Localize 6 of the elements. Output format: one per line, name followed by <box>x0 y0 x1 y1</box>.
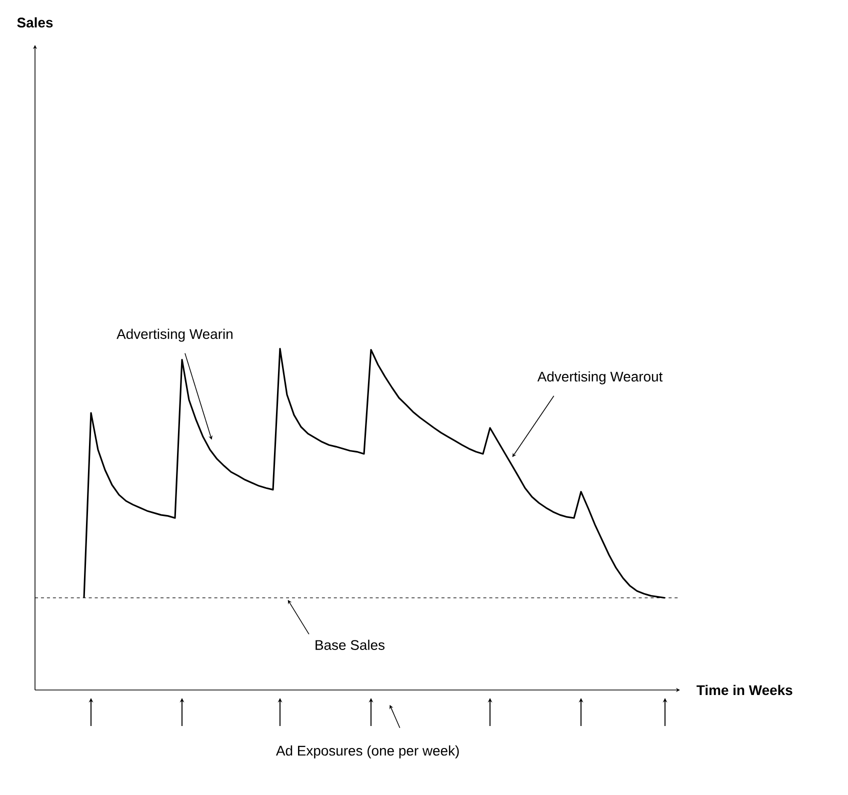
text: Ad Exposures (one per week) <box>276 745 459 758</box>
x-axis-title: Time in Weeks <box>696 684 792 696</box>
text: Sales <box>17 17 53 28</box>
annotation: Advertising Wearout <box>537 371 663 384</box>
ref-line-label: Base Sales <box>316 640 385 650</box>
text: Advertising Wearin <box>116 328 232 342</box>
